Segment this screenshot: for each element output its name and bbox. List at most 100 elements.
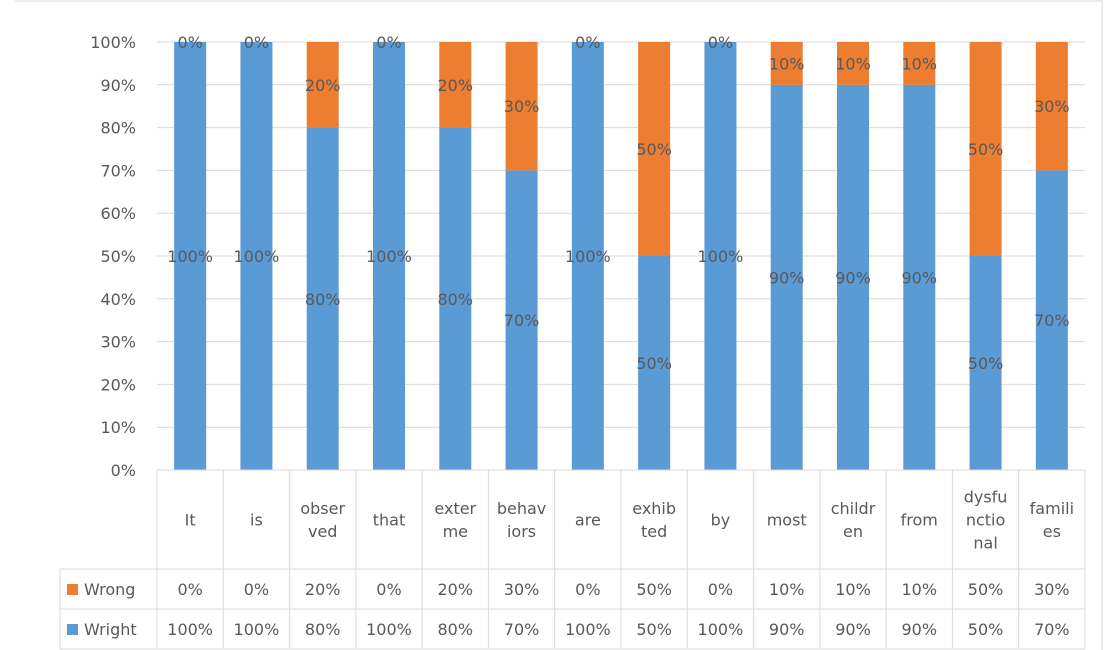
data-label-wright: 80% bbox=[438, 290, 474, 309]
y-tick-label: 80% bbox=[100, 119, 136, 138]
table-cell-wright: 100% bbox=[366, 620, 412, 639]
category-label: exhib bbox=[632, 499, 676, 518]
bar-wrong bbox=[903, 42, 936, 85]
table-cell-wrong: 10% bbox=[902, 580, 938, 599]
bar-wright bbox=[240, 42, 273, 470]
table-cell-wrong: 0% bbox=[376, 580, 401, 599]
data-label-wright: 70% bbox=[1034, 311, 1070, 330]
table-cell-wrong: 50% bbox=[968, 580, 1004, 599]
bar-wright bbox=[1035, 170, 1068, 470]
category-label: dysfu bbox=[964, 488, 1008, 507]
data-label-wright: 100% bbox=[234, 247, 280, 266]
table-cell-wrong: 0% bbox=[244, 580, 269, 599]
legend-label-wrong: Wrong bbox=[84, 580, 135, 599]
category-label: en bbox=[843, 522, 863, 541]
table-cell-wrong: 20% bbox=[305, 580, 341, 599]
y-tick-label: 50% bbox=[100, 247, 136, 266]
data-label-wright: 50% bbox=[636, 354, 672, 373]
category-label: ted bbox=[641, 522, 667, 541]
table-cell-wright: 80% bbox=[305, 620, 341, 639]
category-label: ved bbox=[308, 522, 337, 541]
data-label-wright: 90% bbox=[835, 268, 871, 287]
table-cell-wright: 90% bbox=[835, 620, 871, 639]
legend-swatch-wrong bbox=[67, 584, 78, 595]
data-label-wrong: 0% bbox=[376, 33, 401, 52]
bar-wright bbox=[837, 84, 869, 471]
table-cell-wrong: 0% bbox=[708, 580, 733, 599]
category-label: most bbox=[767, 511, 807, 530]
y-tick-label: 0% bbox=[111, 461, 136, 480]
data-label-wright: 70% bbox=[504, 311, 540, 330]
table-cell-wright: 50% bbox=[968, 620, 1004, 639]
data-label-wright: 100% bbox=[698, 247, 744, 266]
data-label-wright: 100% bbox=[167, 247, 213, 266]
bar-wrong bbox=[306, 42, 339, 128]
bar-wright bbox=[770, 84, 803, 471]
y-tick-label: 40% bbox=[100, 290, 136, 309]
table-cell-wrong: 20% bbox=[438, 580, 474, 599]
category-label: nal bbox=[973, 534, 997, 553]
bar-wright bbox=[174, 42, 207, 470]
bar-wrong bbox=[638, 42, 671, 256]
category-label: exter bbox=[434, 499, 476, 518]
bar-wright bbox=[373, 42, 405, 470]
category-label: obser bbox=[300, 499, 345, 518]
bar-wrong bbox=[969, 42, 1002, 256]
table-cell-wrong: 30% bbox=[1034, 580, 1070, 599]
category-label: nctio bbox=[966, 511, 1005, 530]
category-label: famili bbox=[1030, 499, 1074, 518]
category-label: me bbox=[443, 522, 468, 541]
data-label-wrong: 50% bbox=[968, 140, 1004, 159]
bar-wrong bbox=[505, 42, 538, 171]
table-cell-wright: 90% bbox=[902, 620, 938, 639]
data-label-wright: 100% bbox=[565, 247, 611, 266]
category-label: that bbox=[373, 511, 406, 530]
data-label-wright: 90% bbox=[902, 268, 938, 287]
bar-wright bbox=[571, 42, 604, 470]
data-label-wright: 90% bbox=[769, 268, 805, 287]
data-label-wrong: 50% bbox=[636, 140, 672, 159]
data-label-wright: 80% bbox=[305, 290, 341, 309]
table-cell-wrong: 10% bbox=[769, 580, 805, 599]
y-tick-label: 70% bbox=[100, 161, 136, 180]
table-cell-wright: 100% bbox=[565, 620, 611, 639]
bar-wright bbox=[439, 127, 472, 470]
category-label: It bbox=[185, 511, 196, 530]
table-cell-wrong: 0% bbox=[177, 580, 202, 599]
category-label: es bbox=[1043, 522, 1061, 541]
y-tick-label: 100% bbox=[90, 33, 136, 52]
y-tick-label: 30% bbox=[100, 333, 136, 352]
data-label-wright: 100% bbox=[366, 247, 412, 266]
table-cell-wright: 70% bbox=[1034, 620, 1070, 639]
bar-wright bbox=[306, 127, 339, 470]
data-label-wrong: 10% bbox=[835, 54, 871, 73]
bar-wrong bbox=[837, 42, 869, 85]
category-label: childr bbox=[831, 499, 876, 518]
category-label: is bbox=[250, 511, 263, 530]
y-tick-label: 90% bbox=[100, 76, 136, 95]
data-label-wrong: 30% bbox=[504, 97, 540, 116]
category-label: iors bbox=[507, 522, 536, 541]
table-cell-wrong: 0% bbox=[575, 580, 600, 599]
category-label: are bbox=[575, 511, 601, 530]
bar-wright bbox=[638, 256, 671, 470]
data-label-wrong: 30% bbox=[1034, 97, 1070, 116]
data-label-wrong: 10% bbox=[902, 54, 938, 73]
data-label-wright: 50% bbox=[968, 354, 1004, 373]
y-tick-label: 10% bbox=[100, 418, 136, 437]
table-cell-wright: 50% bbox=[636, 620, 672, 639]
bar-wright bbox=[903, 84, 936, 471]
data-label-wrong: 20% bbox=[438, 76, 474, 95]
y-tick-label: 60% bbox=[100, 204, 136, 223]
bar-wright bbox=[505, 170, 538, 470]
bar-wrong bbox=[770, 42, 803, 85]
bar-wrong bbox=[1035, 42, 1068, 171]
table-cell-wright: 80% bbox=[438, 620, 474, 639]
data-label-wrong: 0% bbox=[244, 33, 269, 52]
data-label-wrong: 0% bbox=[177, 33, 202, 52]
table-cell-wright: 90% bbox=[769, 620, 805, 639]
table-cell-wrong: 10% bbox=[835, 580, 871, 599]
bar-wright bbox=[704, 42, 737, 470]
y-tick-label: 20% bbox=[100, 375, 136, 394]
